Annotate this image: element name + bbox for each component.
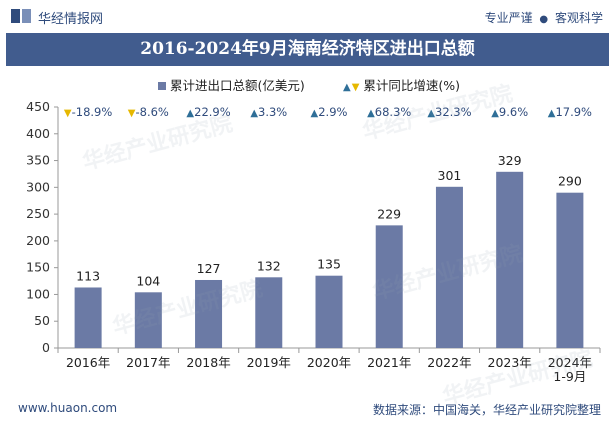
y-tick-label: 250 [26,206,50,221]
growth-rate-label: ▲68.3% [367,105,411,119]
bar [556,192,584,348]
growth-rate-label: ▲9.6% [491,105,528,119]
x-tick-label: 2018年 [186,355,230,370]
y-tick-label: 100 [26,286,50,301]
growth-rate-value: -8.6% [135,105,168,119]
growth-rate-label: ▼-8.6% [128,105,169,119]
bar-value-label: 132 [257,258,281,273]
tagline-dot: ● [539,14,549,25]
bar-value-label: 113 [76,268,100,283]
x-tick-label: 2023年 [488,355,532,370]
growth-rate-value: 9.6% [499,105,528,119]
y-tick-label: 200 [26,233,50,248]
footer-website: www.huaon.com [18,401,118,415]
growth-rate-value: 3.3% [258,105,287,119]
title-bar: 2016-2024年9月海南经济特区进出口总额 [6,33,609,66]
bar [315,275,343,348]
up-triangle-icon: ▲ [427,108,435,119]
growth-rate-label: ▲2.9% [311,105,348,119]
x-tick-label: 2020年 [307,355,351,370]
x-tick-label: 2017年 [126,355,170,370]
legend-bar-swatch [158,82,166,90]
x-tick-label: 2024年 [548,355,592,370]
legend-down-triangle-icon: ▼ [351,82,360,93]
brand-name: 华经情报网 [38,12,104,27]
bar [195,279,223,348]
y-tick-label: 400 [26,126,50,141]
x-tick-label: 1-9月 [553,369,586,384]
up-triangle-icon: ▲ [548,108,556,119]
down-triangle-icon: ▼ [128,108,136,119]
bar-value-label: 290 [558,174,582,189]
bar-value-label: 301 [438,168,462,183]
x-tick-label: 2019年 [247,355,291,370]
chart-title: 2016-2024年9月海南经济特区进出口总额 [140,39,475,59]
y-tick-label: 450 [26,99,50,114]
bar [255,277,283,348]
legend-up-triangle-icon: ▲ [343,82,351,93]
bar-chart: 0501001502002503003504004501132016年▼-18.… [26,99,601,384]
growth-rate-value: 17.9% [555,105,592,119]
bar-value-label: 229 [377,206,401,221]
y-tick-label: 300 [26,179,50,194]
tagline-left: 专业严谨 [484,11,533,25]
growth-rate-value: 2.9% [318,105,347,119]
brand-logo-icon [11,9,31,23]
growth-rate-value: 22.9% [194,105,231,119]
up-triangle-icon: ▲ [186,108,194,119]
chart-legend: 累计进出口总额(亿美元) ▲▼ 累计同比增速(%) [0,72,615,94]
legend-item-bar: 累计进出口总额(亿美元) [158,75,305,94]
y-tick-label: 0 [42,340,50,355]
legend-bar-label: 累计进出口总额(亿美元) [170,78,305,93]
x-tick-label: 2016年 [66,355,110,370]
bar [74,287,102,348]
growth-rate-value: 32.3% [435,105,472,119]
up-triangle-icon: ▲ [250,108,258,119]
legend-item-growth: ▲▼ 累计同比增速(%) [343,75,460,94]
growth-rate-label: ▲3.3% [250,105,287,119]
footer-source: 数据来源：中国海关，华经产业研究院整理 [372,403,601,417]
tagline-right: 客观科学 [554,11,603,25]
bar [134,292,162,348]
bar [496,171,524,348]
up-triangle-icon: ▲ [491,108,499,119]
y-tick-label: 350 [26,153,50,168]
growth-rate-label: ▲22.9% [186,105,230,119]
legend-growth-label: 累计同比增速(%) [363,78,461,93]
down-triangle-icon: ▼ [64,108,72,119]
top-bar: 华经情报网 专业严谨 ● 客观科学 [0,0,615,32]
growth-rate-label: ▲32.3% [427,105,471,119]
up-triangle-icon: ▲ [311,108,319,119]
bar-value-label: 127 [197,261,221,276]
tagline: 专业严谨 ● 客观科学 [485,9,603,26]
x-tick-label: 2022年 [427,355,471,370]
up-triangle-icon: ▲ [367,108,375,119]
y-tick-label: 150 [26,260,50,275]
bar-value-label: 329 [498,153,522,168]
growth-rate-value: 68.3% [375,105,412,119]
bar [435,186,463,348]
y-tick-label: 50 [34,313,50,328]
bar-value-label: 104 [136,273,160,288]
growth-rate-label: ▼-18.9% [64,105,112,119]
bar-value-label: 135 [317,257,341,272]
x-tick-label: 2021年 [367,355,411,370]
growth-rate-label: ▲17.9% [548,105,592,119]
bar [375,225,403,348]
growth-rate-value: -18.9% [72,105,113,119]
